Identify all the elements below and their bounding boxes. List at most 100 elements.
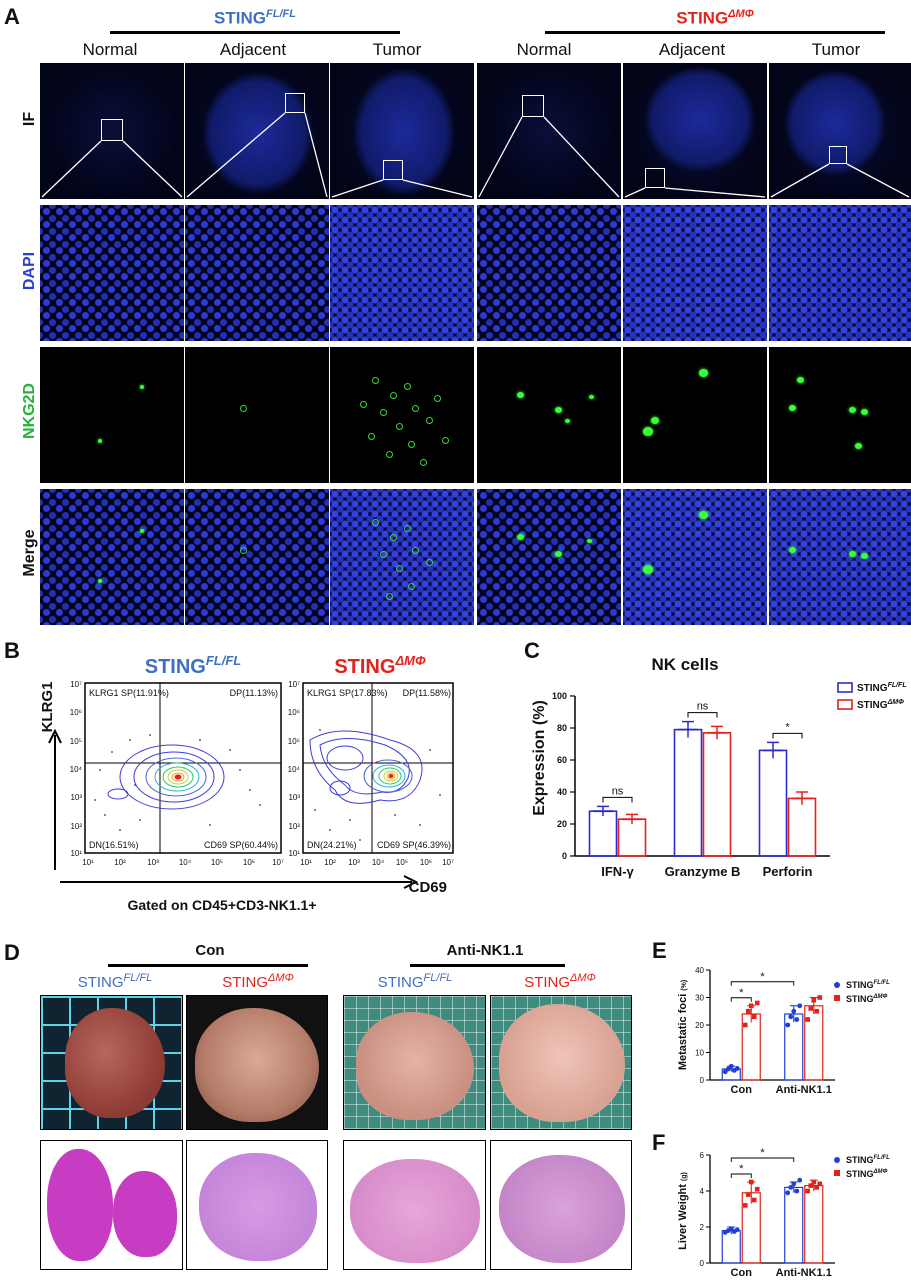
bar (673, 728, 703, 857)
bar (617, 818, 647, 857)
legend-marker-dm (834, 1170, 840, 1176)
he-section (490, 1140, 632, 1270)
liver-photo (490, 995, 632, 1130)
nkg2d-signal (849, 551, 856, 557)
column-label: Tumor (372, 40, 422, 59)
legend-swatch-fl (837, 682, 853, 693)
merge-image (330, 489, 474, 625)
nkg2d-signal (380, 409, 387, 416)
row-label-nkg2d: NKG2D (21, 383, 38, 440)
data-point (805, 1017, 811, 1022)
y-tick-label: 100 (552, 691, 567, 701)
nkg2d-signal (380, 551, 387, 558)
legend-marker-dm (834, 995, 840, 1001)
nkg2d-signal (386, 451, 393, 458)
bar (804, 1184, 824, 1264)
nkg2d-signal (643, 427, 653, 436)
y-tick-label: 10⁴ (288, 765, 301, 774)
group-underline-dm (545, 31, 885, 34)
flow-cytometry-panel: KLRG1 CD69 Gated on CD45+CD3-NK1.1+ STIN… (39, 653, 454, 913)
he-section (40, 1140, 183, 1270)
x-arrow-head (403, 875, 419, 889)
y-tick-label: 10⁷ (288, 680, 300, 689)
data-point (805, 1188, 811, 1194)
y-tick-label: 40 (695, 966, 704, 975)
y-axis-label: Liver Weight(g) (677, 1172, 689, 1250)
genotype-label-base: STING (77, 974, 124, 991)
x-category-label: Granzyme B (665, 864, 741, 879)
he-tissue (47, 1149, 113, 1261)
data-point (734, 1227, 740, 1233)
y-tick-label: 0 (700, 1076, 705, 1085)
nkg2d-signal (404, 525, 411, 532)
significance-bracket (730, 1173, 752, 1178)
merge-image (477, 489, 621, 625)
genotype-label-sup: FL/FL (123, 972, 153, 984)
column-label: Normal (82, 40, 138, 59)
nkg2d-signal (434, 395, 441, 402)
nkg2d-signal (565, 419, 570, 423)
y-tick-label: 0 (700, 1259, 705, 1268)
panel-letter-b: B (4, 638, 20, 663)
y-tick-label: 10¹ (288, 849, 300, 858)
x-category-label: Con (731, 1267, 753, 1279)
nkg2d-signal (368, 433, 375, 440)
liver-specimen (499, 1004, 625, 1122)
legend-label-fl: STINGFL/FL (846, 1155, 890, 1165)
quadrant-ll-label: DN(16.51%) (89, 840, 139, 850)
dapi-image (185, 205, 329, 341)
nkg2d-image (330, 347, 474, 483)
group-title-dm-base: STING (676, 8, 729, 28)
panel-letter-c: C (524, 638, 540, 663)
y-tick-label: 10⁵ (70, 737, 82, 746)
data-point (788, 1185, 794, 1190)
scatter-events (314, 729, 441, 841)
legend-label-dm: STINGΔMΦ (846, 994, 888, 1004)
dapi-image (330, 205, 474, 341)
significance-label: * (739, 1163, 744, 1175)
group-title-sting-fl: STINGFL/FL (110, 8, 400, 29)
nkg2d-signal (360, 401, 367, 408)
panel-letter-a: A (4, 4, 20, 29)
quadrant-lr-label: CD69 SP(60.44%) (204, 840, 278, 850)
quadrant-ul-label: KLRG1 SP(11.91%) (89, 688, 169, 698)
group-underline-con (108, 964, 308, 967)
nkg2d-signal (396, 423, 403, 430)
y-axis-label: Metastatic foci(%) (677, 980, 689, 1070)
x-tick-label: 10⁷ (442, 858, 454, 867)
nkg2d-signal (517, 534, 524, 540)
column-label: Tumor (811, 40, 861, 59)
liver-specimen (65, 1008, 165, 1118)
y-tick-label: 30 (695, 994, 704, 1003)
genotype-label: STINGΔMΦ (490, 972, 630, 991)
dapi-image (769, 205, 911, 341)
data-point (754, 1186, 760, 1192)
legend: STINGFL/FL STINGΔMΦ (834, 980, 890, 1004)
nkg2d-signal (699, 369, 708, 377)
dapi-image (477, 205, 621, 341)
x-tick-label: 10² (114, 858, 126, 867)
group-title-sting-dm: STINGΔMΦ (545, 8, 885, 29)
nkg2d-signal (587, 539, 592, 543)
nkg2d-signal (442, 437, 449, 444)
significance-bracket (687, 712, 718, 718)
nkg2d-image (477, 347, 621, 483)
nkg2d-signal (651, 417, 659, 424)
he-section (186, 1140, 328, 1270)
data-point (797, 1003, 803, 1009)
nkg2d-signal (797, 377, 804, 383)
group-title-dm-sup: ΔMΦ (728, 8, 754, 20)
data-point (794, 1017, 800, 1022)
x-tick-label: 10⁵ (396, 858, 408, 867)
genotype-label-sup: ΔMΦ (268, 972, 294, 984)
nkg2d-signal (390, 534, 397, 541)
data-point (811, 997, 817, 1003)
data-point (808, 1183, 814, 1188)
if-overview-image (769, 63, 911, 199)
nkg2d-signal (408, 441, 415, 448)
he-tissue (113, 1171, 177, 1257)
significance-bracket (730, 981, 795, 986)
legend-label-fl: STINGFL/FL (846, 980, 890, 990)
nkg2d-signal (517, 392, 524, 398)
group-underline-anti-nk (410, 964, 565, 967)
